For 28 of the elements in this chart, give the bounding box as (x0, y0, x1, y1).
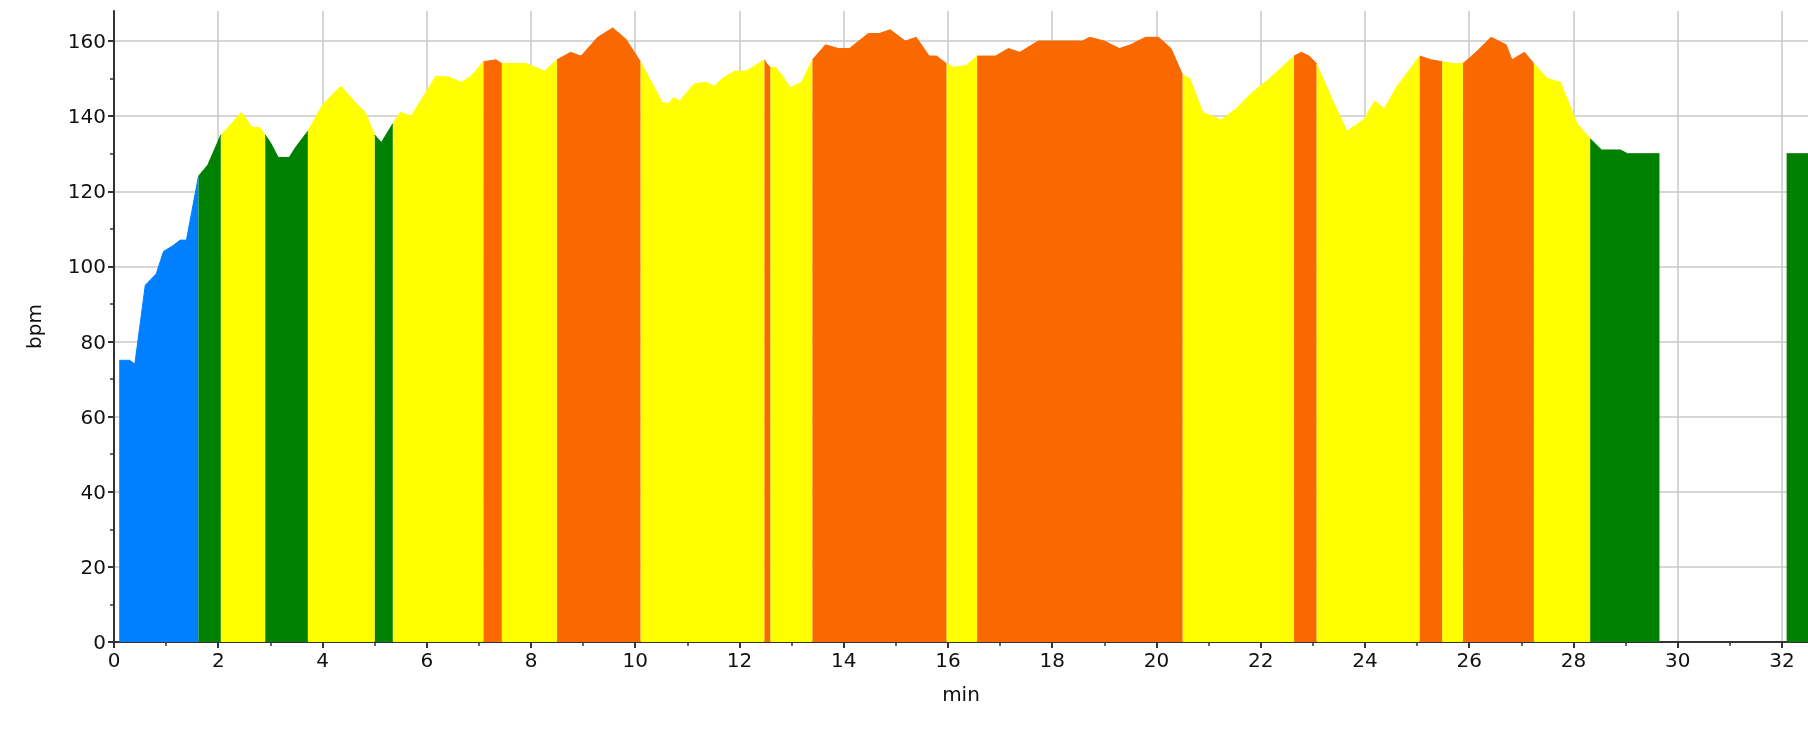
y-tick-label: 40 (80, 479, 106, 504)
x-tick-label: 18 (1039, 648, 1065, 672)
x-tick-label: 22 (1247, 648, 1274, 672)
y-tick-label: 20 (80, 554, 106, 579)
x-tick-label: 20 (1143, 648, 1170, 672)
x-tick-label: 16 (935, 648, 961, 672)
y-tick-label: 120 (67, 179, 106, 204)
y-tick-label: 160 (67, 29, 106, 54)
x-axis-title: min (942, 682, 980, 706)
x-tick-label: 26 (1456, 648, 1482, 672)
x-tick-label: 24 (1352, 648, 1378, 672)
x-tick-label: 10 (622, 648, 648, 672)
y-tick-label: 100 (67, 254, 106, 279)
x-tick-label: 2 (211, 648, 225, 672)
x-tick-label: 14 (831, 648, 857, 672)
x-tick-label: 8 (524, 648, 538, 672)
x-tick-label: 4 (316, 648, 329, 672)
x-tick-label: 28 (1560, 648, 1587, 672)
x-tick-label: 0 (107, 648, 121, 672)
x-tick-label: 32 (1769, 648, 1795, 672)
y-axis-title: bpm (22, 304, 46, 349)
x-tick-label: 6 (420, 648, 434, 672)
x-tick-label: 12 (726, 648, 753, 672)
y-tick-label: 0 (93, 630, 106, 654)
y-tick-label: 140 (67, 104, 106, 129)
y-tick-label: 60 (80, 404, 106, 429)
y-tick-label: 80 (80, 329, 106, 354)
x-tick-label: 30 (1664, 648, 1691, 672)
